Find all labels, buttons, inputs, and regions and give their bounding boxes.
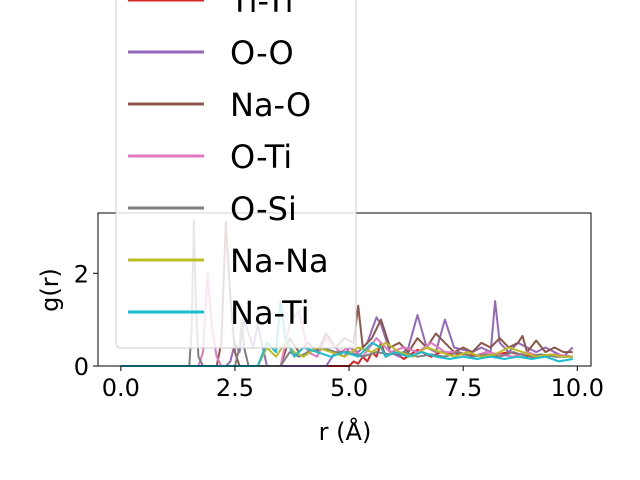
x-axis-label: r (Å) [319, 417, 372, 446]
legend-label-3: O-Ti [230, 138, 292, 176]
x-tick-label: 0.0 [102, 374, 140, 402]
x-tick-label: 5.0 [330, 374, 368, 402]
y-tick-label: 0 [74, 353, 89, 381]
legend-label-1: O-O [230, 34, 294, 72]
y-axis-label: g(r) [36, 268, 64, 312]
legend-label-4: O-Si [230, 190, 297, 228]
y-tick-label: 2 [74, 260, 89, 288]
legend-label-6: Na-Ti [230, 294, 310, 332]
legend-label-0: Ti-Ti [229, 0, 294, 20]
legend-label-5: Na-Na [230, 242, 329, 280]
x-axis-ticks: 0.0 2.5 5.0 7.5 10.0 [102, 366, 604, 402]
x-tick-label: 10.0 [551, 374, 604, 402]
y-axis-ticks: 02 [74, 260, 98, 381]
legend-label-2: Na-O [230, 86, 311, 124]
legend: Ti-Ti O-O Na-O O-Ti O-Si Na-Na Na-Ti [115, 0, 357, 349]
x-tick-label: 2.5 [216, 374, 254, 402]
x-tick-label: 7.5 [444, 374, 482, 402]
